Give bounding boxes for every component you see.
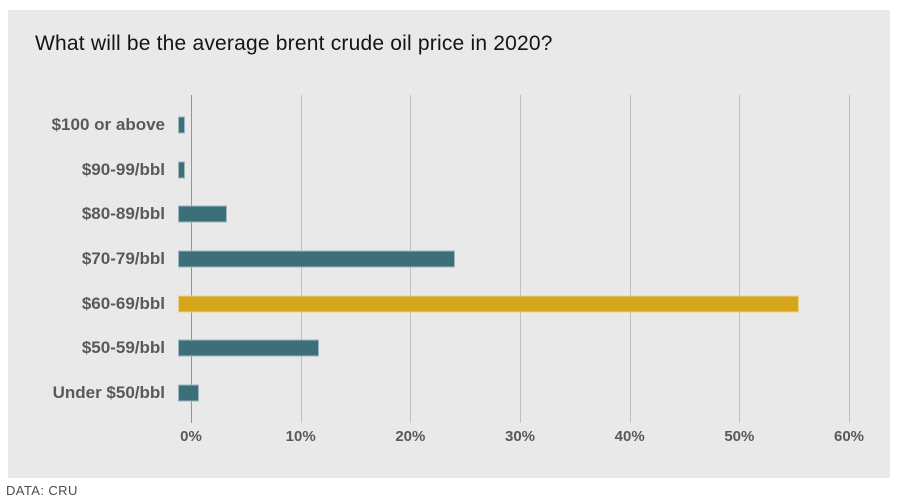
data-source-caption: DATA: CRU	[6, 483, 78, 498]
bar-row: $50-59/bbl	[8, 326, 849, 371]
bar-normal	[178, 339, 319, 357]
bar-track	[178, 148, 849, 193]
bar-row: $100 or above	[8, 103, 849, 148]
bar-normal	[178, 161, 185, 179]
x-tick-label: 50%	[724, 428, 755, 445]
bar-rows: $100 or above $90-99/bbl $80-89/bbl $70-79/…	[8, 103, 849, 415]
bar-track	[178, 326, 849, 371]
gridline	[849, 95, 850, 423]
bar-row: $90-99/bbl	[8, 148, 849, 193]
x-tick-label: 40%	[614, 428, 645, 445]
gridline	[739, 95, 741, 423]
bar-normal	[178, 384, 200, 402]
bar-row: $70-79/bbl	[8, 237, 849, 282]
x-tick-label: 0%	[180, 428, 202, 445]
category-label: $70-79/bbl	[81, 248, 165, 268]
x-tick-label: 20%	[395, 428, 426, 445]
chart-title: What will be the average brent crude oil…	[35, 32, 553, 55]
gridline	[629, 95, 631, 423]
x-tick-label: 60%	[833, 428, 865, 445]
bar-normal	[178, 205, 228, 223]
bar-normal	[178, 250, 456, 268]
bar-row: Under $50/bbl	[8, 370, 849, 415]
bar-track	[178, 192, 849, 237]
bar-track	[178, 281, 849, 326]
bar-track	[178, 103, 849, 148]
category-label: $100 or above	[51, 115, 165, 135]
x-tick-label: 10%	[285, 428, 316, 445]
category-label: $60-69/bbl	[81, 293, 165, 313]
bar-track	[178, 237, 849, 282]
x-axis-tick-labels: 0% 10% 20% 30% 40% 50% 60%	[180, 428, 864, 450]
category-label: $90-99/bbl	[81, 159, 165, 179]
bar-row: $80-89/bbl	[8, 192, 849, 237]
category-label: $80-89/bbl	[81, 204, 165, 224]
gridline	[520, 95, 521, 423]
bar-track	[178, 370, 849, 415]
bar-row: $60-69/bbl	[8, 281, 849, 326]
category-label: $50-59/bbl	[81, 338, 165, 358]
chart-panel: What will be the average brent crude oil…	[8, 10, 890, 478]
category-label: Under $50/bbl	[52, 382, 165, 402]
x-tick-label: 30%	[504, 428, 536, 445]
bar-normal	[178, 116, 185, 134]
bar-highlighted	[178, 295, 799, 313]
